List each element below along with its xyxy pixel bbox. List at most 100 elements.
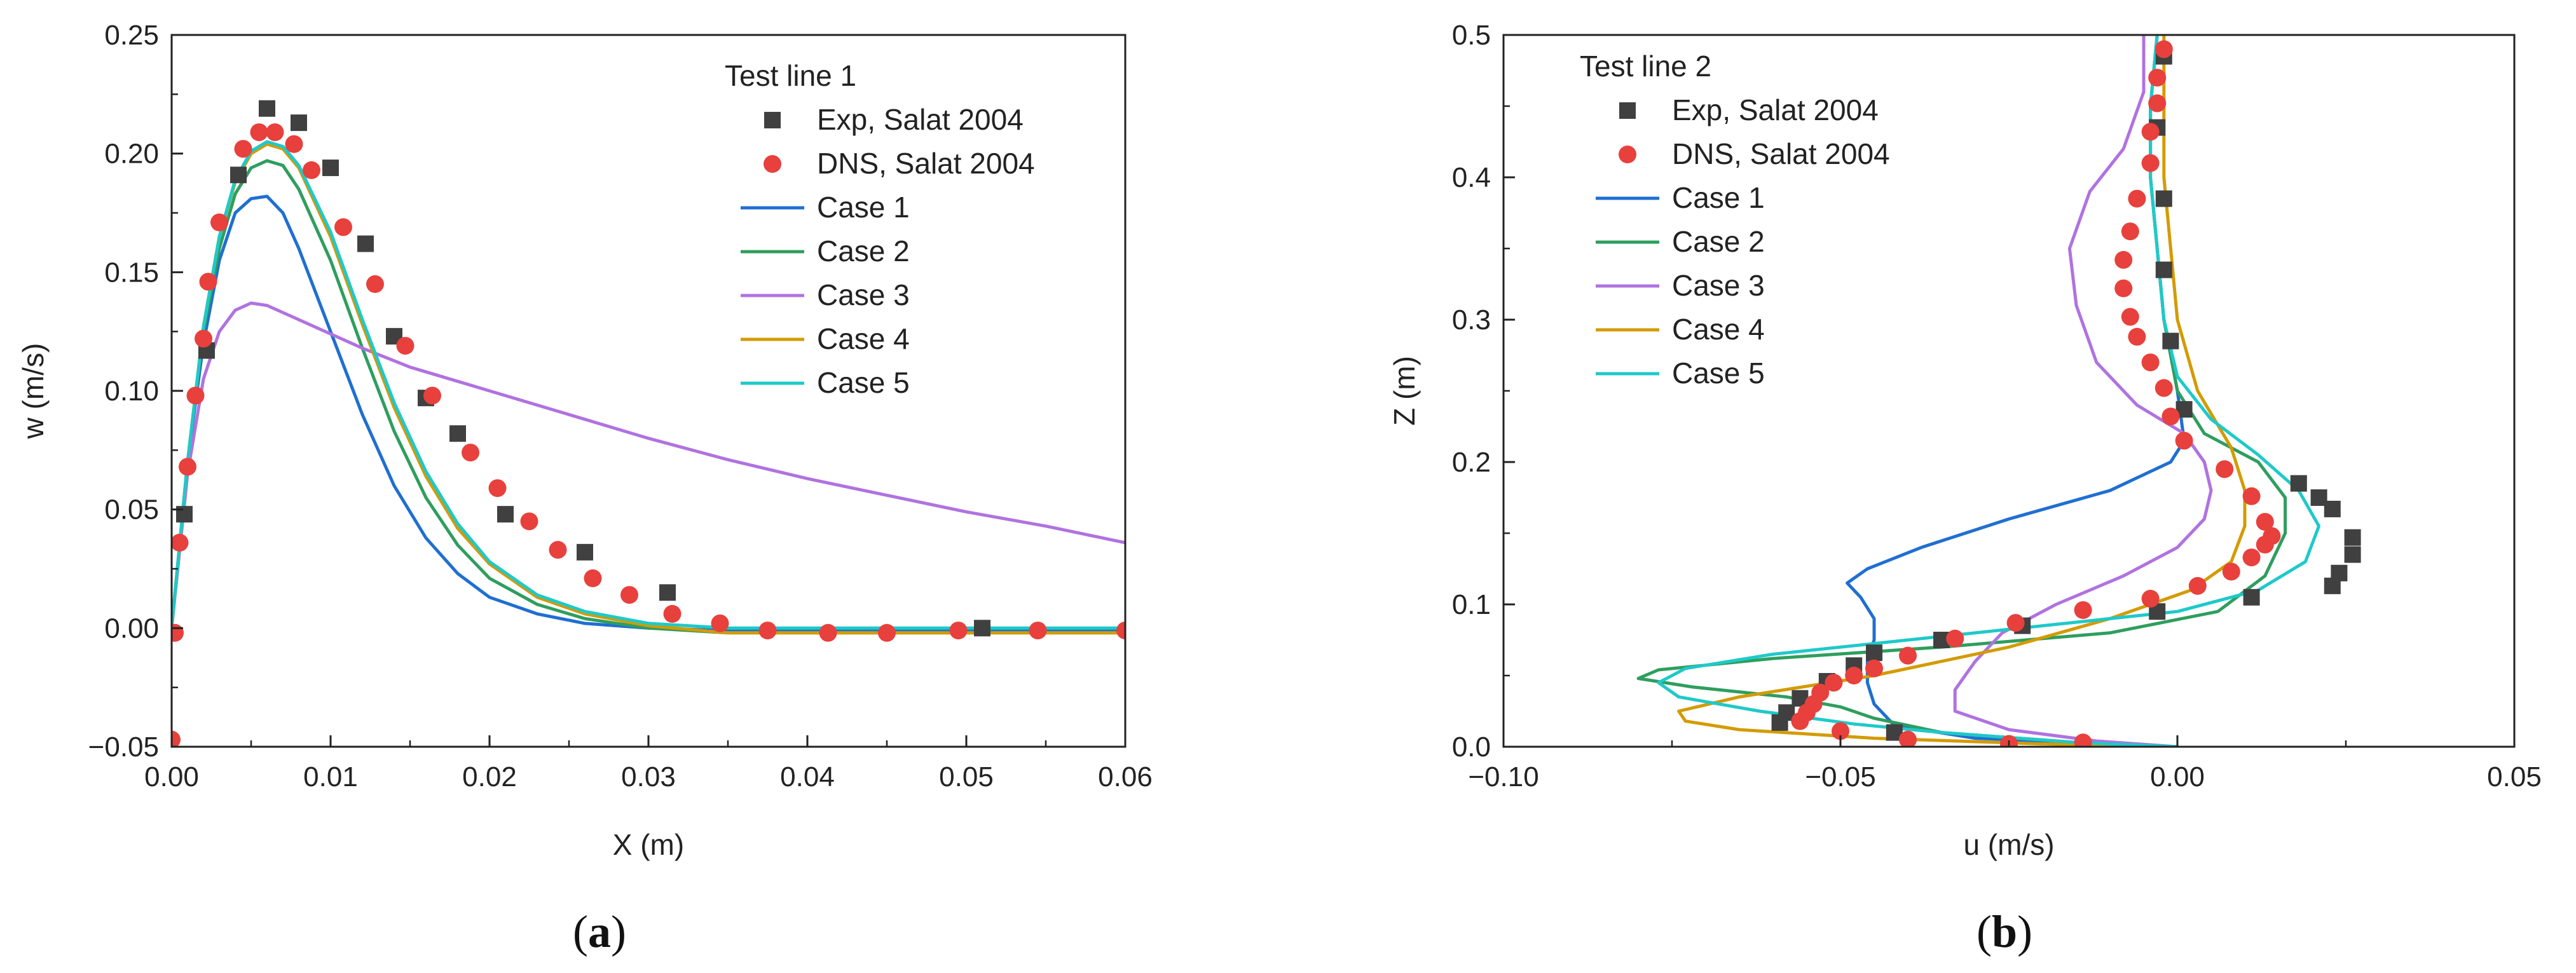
data-point-dns-salat-2004-a bbox=[285, 135, 303, 153]
y-tick-label-b: 0.4 bbox=[1452, 162, 1491, 193]
data-point-exp-salat-2004-b bbox=[2155, 261, 2172, 278]
y-tick-label-b: 0.0 bbox=[1452, 731, 1491, 763]
x-tick-label-a: 0.03 bbox=[621, 761, 676, 793]
data-point-exp-salat-2004-a bbox=[497, 506, 514, 523]
data-point-dns-salat-2004-a bbox=[878, 623, 896, 642]
data-point-exp-salat-2004-b bbox=[2155, 190, 2172, 207]
x-tick-label-a: 0.04 bbox=[780, 761, 835, 793]
data-point-dns-salat-2004-b bbox=[2128, 189, 2146, 208]
data-point-dns-salat-2004-b bbox=[2155, 379, 2173, 397]
legend-label-case-4-b: Case 4 bbox=[1672, 313, 1765, 346]
data-point-dns-salat-2004-a bbox=[186, 386, 205, 405]
data-point-dns-salat-2004-b bbox=[2074, 733, 2092, 747]
data-point-exp-salat-2004-a bbox=[230, 167, 247, 184]
data-point-dns-salat-2004-a bbox=[758, 622, 777, 640]
series-line-case-3-b bbox=[1953, 35, 2213, 747]
data-point-dns-salat-2004-b bbox=[2175, 432, 2193, 450]
series-line-case-3-a bbox=[172, 301, 1125, 630]
x-tick-label-b: −0.05 bbox=[1805, 761, 1875, 793]
data-point-dns-salat-2004-b bbox=[1865, 659, 1883, 677]
data-point-dns-salat-2004-b bbox=[1946, 629, 1964, 648]
data-point-dns-salat-2004-a bbox=[663, 604, 682, 623]
legend-symbol-dns-salat-2004-a bbox=[764, 155, 781, 173]
data-point-dns-salat-2004-a bbox=[234, 140, 252, 158]
data-point-exp-salat-2004-b bbox=[2324, 500, 2341, 517]
y-tick-label-a: 0.25 bbox=[104, 20, 159, 51]
legend-symbol-exp-salat-2004-b bbox=[1619, 102, 1636, 119]
data-point-dns-salat-2004-b bbox=[2141, 123, 2160, 141]
y-tick-label-a: −0.05 bbox=[88, 731, 159, 763]
data-point-dns-salat-2004-b bbox=[2242, 487, 2261, 505]
legend-label-case-1-b: Case 1 bbox=[1672, 181, 1765, 214]
x-tick-label-a: 0.01 bbox=[303, 761, 358, 793]
legend-symbol-exp-salat-2004-a bbox=[764, 112, 781, 128]
data-point-dns-salat-2004-b bbox=[1899, 730, 1917, 747]
y-tick-label-b: 0.3 bbox=[1452, 304, 1491, 336]
data-point-dns-salat-2004-a bbox=[396, 337, 414, 355]
data-point-dns-salat-2004-a bbox=[819, 623, 837, 642]
y-tick-label-a: 0.00 bbox=[104, 613, 159, 644]
data-point-dns-salat-2004-a bbox=[172, 730, 181, 747]
data-point-dns-salat-2004-a bbox=[172, 623, 184, 642]
data-point-dns-salat-2004-b bbox=[2074, 601, 2092, 619]
data-point-exp-salat-2004-b bbox=[2162, 332, 2179, 350]
legend-label-case-3-b: Case 3 bbox=[1672, 269, 1765, 302]
data-point-exp-salat-2004-a bbox=[577, 543, 593, 561]
x-axis-title-b: u (m/s) bbox=[1963, 828, 2054, 861]
legend-a: Test line 1 Exp, Salat 2004 DNS, Salat 20… bbox=[725, 59, 1035, 399]
legend-label-case-5-a: Case 5 bbox=[817, 366, 910, 399]
data-point-dns-salat-2004-b bbox=[2128, 327, 2146, 346]
data-point-exp-salat-2004-b bbox=[2344, 546, 2361, 563]
x-tick-label-b: 0.00 bbox=[2150, 761, 2205, 793]
series-line-case-5-a bbox=[172, 140, 1125, 630]
panel-label-letter-b: b bbox=[1992, 906, 2017, 957]
data-point-dns-salat-2004-b bbox=[2141, 154, 2160, 172]
x-tick-label-a: 0.05 bbox=[939, 761, 994, 793]
data-point-dns-salat-2004-b bbox=[2148, 69, 2167, 87]
data-point-exp-salat-2004-a bbox=[259, 100, 275, 117]
legend-label-case-1-a: Case 1 bbox=[817, 191, 910, 224]
data-point-dns-salat-2004-a bbox=[195, 329, 212, 348]
data-point-exp-salat-2004-b bbox=[1866, 644, 1882, 662]
data-point-dns-salat-2004-b bbox=[2148, 94, 2167, 112]
data-point-dns-salat-2004-a bbox=[520, 512, 538, 531]
series-line-case-2-a bbox=[172, 159, 1125, 635]
legend-title-b: Test line 2 bbox=[1580, 50, 1711, 83]
data-point-dns-salat-2004-a bbox=[423, 386, 441, 405]
legend-label-dns-salat-2004-b: DNS, Salat 2004 bbox=[1672, 137, 1890, 170]
data-point-exp-salat-2004-b bbox=[2243, 589, 2260, 606]
legend-label-dns-salat-2004-a: DNS, Salat 2004 bbox=[817, 147, 1035, 180]
data-point-dns-salat-2004-a bbox=[199, 273, 217, 291]
data-point-exp-salat-2004-a bbox=[322, 160, 339, 177]
x-tick-label-a: 0.06 bbox=[1098, 761, 1153, 793]
series-line-case-5-b bbox=[1657, 35, 2321, 747]
data-point-dns-salat-2004-b bbox=[2162, 407, 2180, 426]
data-point-dns-salat-2004-a bbox=[179, 458, 196, 476]
y-tick-label-b: 0.5 bbox=[1452, 20, 1491, 51]
panel-label-a: (a) bbox=[573, 906, 626, 957]
data-point-dns-salat-2004-b bbox=[2121, 308, 2139, 326]
data-point-dns-salat-2004-a bbox=[250, 123, 268, 142]
y-tick-label-a: 0.15 bbox=[104, 257, 159, 288]
data-point-dns-salat-2004-b bbox=[2242, 548, 2261, 567]
legend-b: Test line 2 Exp, Salat 2004 DNS, Salat 20… bbox=[1580, 50, 1890, 390]
data-point-dns-salat-2004-b bbox=[2114, 250, 2133, 269]
y-tick-label-a: 0.20 bbox=[104, 139, 159, 170]
data-point-dns-salat-2004-a bbox=[266, 123, 284, 142]
data-point-dns-salat-2004-a bbox=[1029, 622, 1047, 640]
data-point-dns-salat-2004-b bbox=[2006, 614, 2025, 632]
data-point-dns-salat-2004-b bbox=[1899, 646, 1917, 665]
data-point-dns-salat-2004-a bbox=[488, 479, 507, 498]
data-point-dns-salat-2004-b bbox=[2114, 279, 2133, 297]
plot-frame-a bbox=[170, 34, 1127, 748]
legend-symbol-dns-salat-2004-b bbox=[1619, 146, 1636, 163]
data-point-dns-salat-2004-b bbox=[2256, 513, 2274, 531]
legend-label-case-2-b: Case 2 bbox=[1672, 225, 1765, 258]
panel-label-letter-a: a bbox=[588, 906, 611, 957]
x-tick-label-b: 0.05 bbox=[2487, 761, 2542, 793]
data-point-exp-salat-2004-a bbox=[357, 235, 374, 252]
data-point-dns-salat-2004-b bbox=[1832, 722, 1849, 740]
y-tick-label-a: 0.05 bbox=[104, 494, 159, 526]
data-point-dns-salat-2004-a bbox=[549, 541, 567, 559]
legend-label-exp-salat-2004-b: Exp, Salat 2004 bbox=[1672, 93, 1879, 126]
